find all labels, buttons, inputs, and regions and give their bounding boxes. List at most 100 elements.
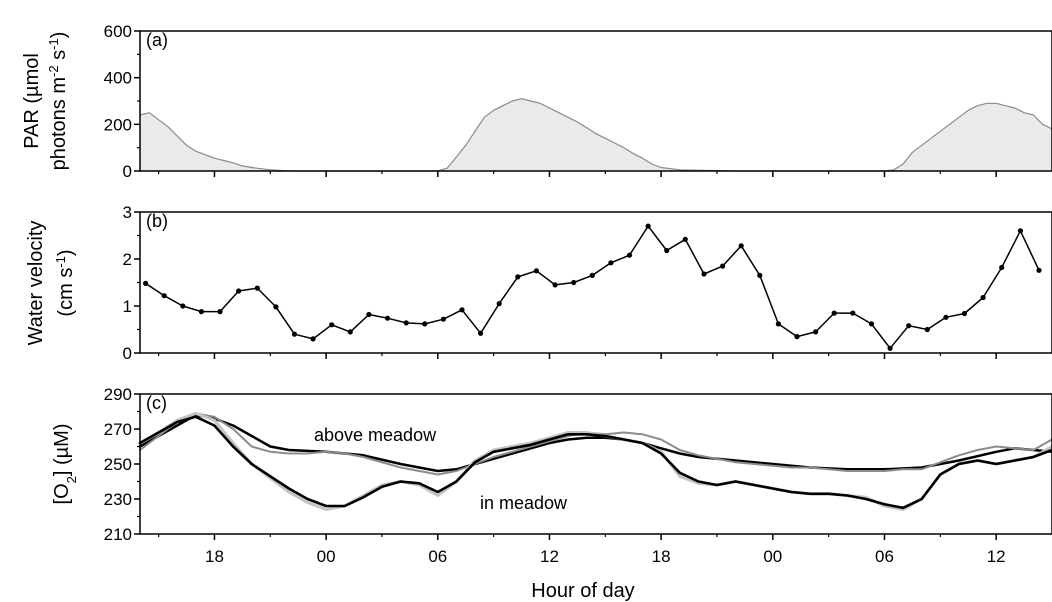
panel-b-ylabel-line1: Water velocity (25, 221, 47, 346)
panel-c-series (138, 411, 1052, 511)
x-tick-label: 06 (428, 547, 447, 566)
panel-a-ylabel-line2-a: photons m (48, 77, 70, 170)
panel-a-series-0-area (140, 98, 1052, 171)
x-tick-label: 12 (987, 547, 1006, 566)
panel-b-data-point (813, 329, 819, 335)
panel-b-data-point (198, 309, 204, 315)
panel-b-xticks (158, 353, 997, 359)
panel-b-frame (139, 211, 1052, 354)
panel-a-ylabel-sup2: -1 (46, 38, 61, 50)
panel-c-y-tick-label: 270 (104, 420, 132, 439)
panel-b-data-point (664, 247, 670, 254)
panel-b-data-point (143, 280, 149, 286)
panel-b-data-point (217, 309, 223, 315)
x-tick-label: 00 (317, 547, 336, 566)
panel-b-y-tick-label: 0 (123, 344, 132, 363)
panel-b-data-point (924, 326, 930, 333)
panel-a-series-0-line (139, 98, 1052, 172)
panel-b-data-point (645, 223, 651, 229)
panel-b-data-point (440, 316, 446, 322)
panel-b-data-point (868, 321, 875, 327)
panel-b-data-point (347, 329, 353, 335)
panel-c-series-2-line (138, 411, 1052, 511)
panel-b-data-point (254, 285, 260, 291)
annotation-in-meadow: in meadow (480, 493, 568, 513)
panel-b-data-point (980, 294, 986, 301)
panel-b-ylabel-line2-b: ) (55, 249, 77, 256)
panel-b-series (143, 223, 1042, 351)
panel-b-data-point (273, 304, 279, 310)
panel-c-ylabel: [O2] (µM) (51, 424, 79, 505)
panel-a-ylabel-sup1: -2 (46, 65, 61, 77)
panel-c-y-tick-label: 210 (104, 525, 132, 544)
panel-c-ylabel-sub: 2 (64, 476, 79, 483)
panel-b-data-point (552, 282, 558, 288)
panel-c-y-tick-label: 230 (104, 490, 132, 509)
panel-b-data-point (720, 263, 726, 269)
panel-a-y-tick-label: 600 (104, 22, 132, 41)
panel-c-label: (c) (146, 393, 167, 413)
panel-b: 0 1 2 3 (b) Water velocity (cm s-1) (25, 203, 1052, 363)
x-tick-label: 06 (875, 547, 894, 566)
panel-c-ylabel-post: ] (µM) (51, 424, 73, 477)
panel-c-y-tick-label: 290 (104, 385, 132, 404)
panel-a-yticks: 0 200 400 600 (104, 22, 140, 181)
panel-c-series-1-line (139, 412, 1052, 476)
panel-b-data-point (496, 301, 502, 307)
panel-b-data-point (291, 331, 298, 337)
panel-b-data-point (626, 252, 633, 258)
panel-b-data-point (329, 322, 335, 328)
panel-a-ylabel-line1: PAR (µmol (21, 53, 43, 149)
panel-c-yticks: 210 230 250 270 290 (104, 385, 140, 544)
panel-b-data-point (757, 272, 763, 278)
panel-b-data-point (906, 323, 912, 329)
panel-b-y-tick-label: 3 (123, 203, 132, 222)
panel-b-series-0-line (144, 225, 1040, 350)
panel-b-y-tick-label: 2 (123, 250, 132, 269)
panel-b-y-tick-label: 1 (123, 297, 132, 316)
panel-a-xticks (158, 171, 997, 177)
panel-b-data-point (366, 311, 372, 318)
panel-b-data-point (459, 307, 465, 313)
panel-b-ylabel-line2: (cm s-1) (53, 249, 78, 316)
panel-b-data-point (161, 293, 167, 299)
panel-b-data-point (1036, 267, 1042, 273)
panel-b-data-point (999, 264, 1005, 271)
annotation-above-meadow: above meadow (314, 425, 437, 445)
panel-c-series-0-line (138, 413, 1052, 473)
panel-a-y-tick-label: 200 (104, 115, 132, 134)
panel-b-label: (b) (146, 211, 168, 231)
panel-b-data-point (961, 310, 968, 317)
panel-b-data-point (533, 268, 540, 274)
x-tick-label: 18 (205, 547, 224, 566)
panel-a-y-tick-label: 0 (123, 162, 132, 181)
panel-b-data-point (738, 243, 744, 249)
panel-b-data-point (236, 288, 242, 294)
panel-c-ylabel-pre: [O (51, 483, 73, 504)
panel-c-xticks: 18 00 06 12 18 00 06 12 (158, 534, 1006, 566)
panel-b-data-point (682, 236, 688, 242)
panel-b-data-point (422, 321, 428, 327)
panel-a: 0 200 400 600 (a) PAR (µmol photons m-2 s-1… (21, 22, 1052, 181)
x-tick-label: 18 (652, 547, 671, 566)
panel-b-data-point (384, 315, 391, 321)
panel-b-data-point (794, 334, 800, 340)
panel-b-data-point (180, 303, 186, 309)
panel-a-ylabel-line2-c: ) (48, 32, 70, 39)
x-tick-label: 12 (540, 547, 559, 566)
panel-b-ylabel-line2-a: (cm s (55, 268, 77, 317)
panel-b-data-point (775, 321, 782, 327)
panel-a-series (139, 98, 1052, 172)
panel-b-ylabel-sup: -1 (53, 256, 68, 268)
panel-a-ylabel-line2-b: s (48, 50, 70, 66)
panel-b-data-point (887, 345, 893, 351)
panel-b-data-point (608, 260, 614, 266)
x-tick-label: 00 (763, 547, 782, 566)
x-axis-title: Hour of day (531, 580, 634, 602)
panel-b-data-point (701, 271, 707, 277)
panel-b-data-point (943, 314, 949, 320)
panel-c-frame (139, 393, 1052, 535)
panel-c-y-tick-label: 250 (104, 455, 132, 474)
panel-b-data-point (515, 274, 521, 280)
